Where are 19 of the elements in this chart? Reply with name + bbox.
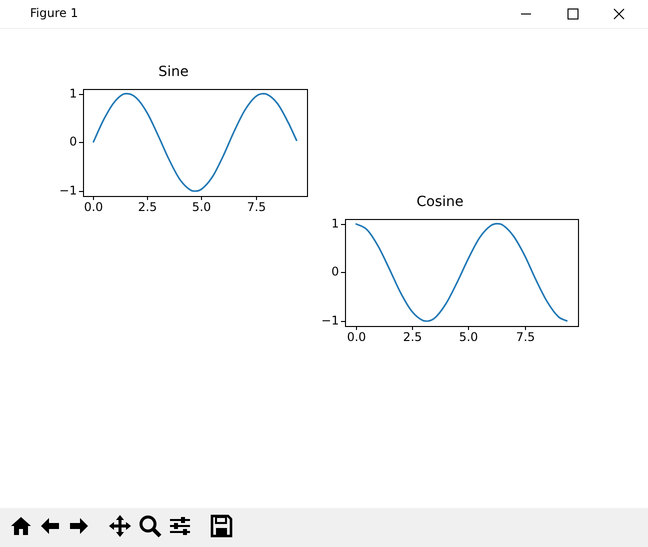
x-tick-label: 2.5: [402, 330, 422, 344]
y-tick-label: 0: [331, 264, 339, 279]
x-tick-label: 0.0: [346, 330, 366, 344]
x-tick-label: 5.0: [458, 330, 478, 344]
y-tick-label: −1: [321, 314, 339, 328]
chart-title: Sine: [158, 64, 189, 80]
y-tick-label: 1: [331, 216, 339, 231]
y-tick-label: 0: [69, 134, 77, 149]
x-tick-label: 7.5: [246, 200, 266, 214]
y-tick-label: −1: [59, 184, 77, 198]
x-tick-label: 0.0: [84, 200, 104, 214]
line-series: [92, 92, 298, 192]
chart-title: Cosine: [416, 194, 464, 210]
line-series: [354, 222, 568, 322]
caption: Figure 1: [30, 6, 78, 20]
x-tick-label: 7.5: [516, 330, 536, 344]
x-tick-label: 5.0: [192, 200, 212, 214]
x-tick-label: 2.5: [138, 200, 158, 214]
y-tick-label: 1: [69, 86, 77, 101]
